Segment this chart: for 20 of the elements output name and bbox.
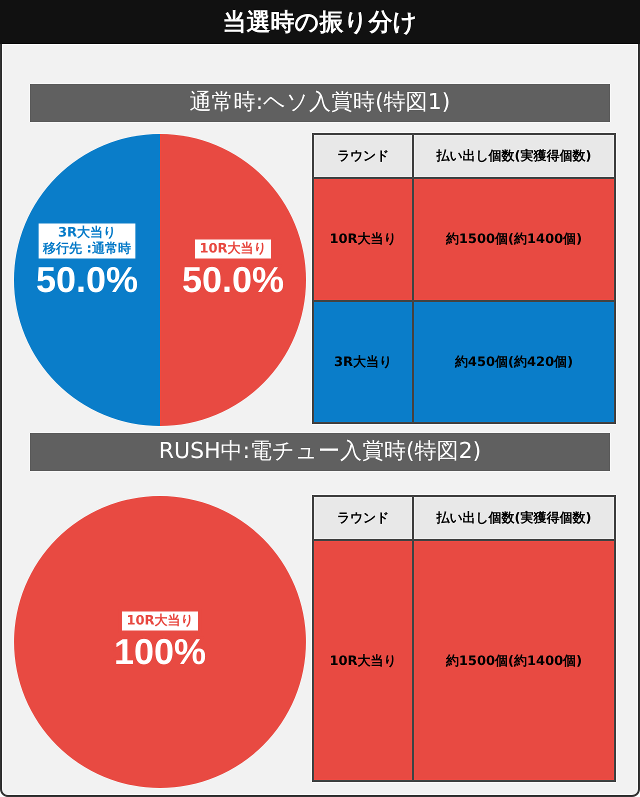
text: ラウンド — [313, 496, 413, 540]
chart-subtitle: 通常時:ヘソ入賞時(特図1) — [30, 84, 610, 122]
text: 約450個(約420個) — [413, 300, 615, 423]
chart-title: RUSH中:電チュー入賞時(特図2) — [30, 433, 610, 471]
text: 移行先 :通常時 — [43, 241, 131, 256]
text: 10R大当り — [313, 540, 413, 781]
data-label: 100% — [114, 630, 206, 672]
data-label: 50.0% — [36, 258, 138, 300]
slice-label: 3R大当り — [58, 225, 116, 240]
text: 10R大当り — [313, 178, 413, 300]
slice-label: 10R大当り — [199, 241, 267, 256]
data-label: 50.0% — [182, 258, 284, 300]
text: 払い出し個数(実獲得個数) — [413, 134, 615, 178]
text: 約1500個(約1400個) — [413, 178, 615, 300]
text: 払い出し個数(実獲得個数) — [413, 496, 615, 540]
chart-title: 当選時の振り分け — [0, 0, 640, 44]
slice-label: 10R大当り — [126, 613, 194, 628]
text: 3R大当り — [313, 300, 413, 423]
text: 約1500個(約1400個) — [413, 540, 615, 781]
text: ラウンド — [313, 134, 413, 178]
